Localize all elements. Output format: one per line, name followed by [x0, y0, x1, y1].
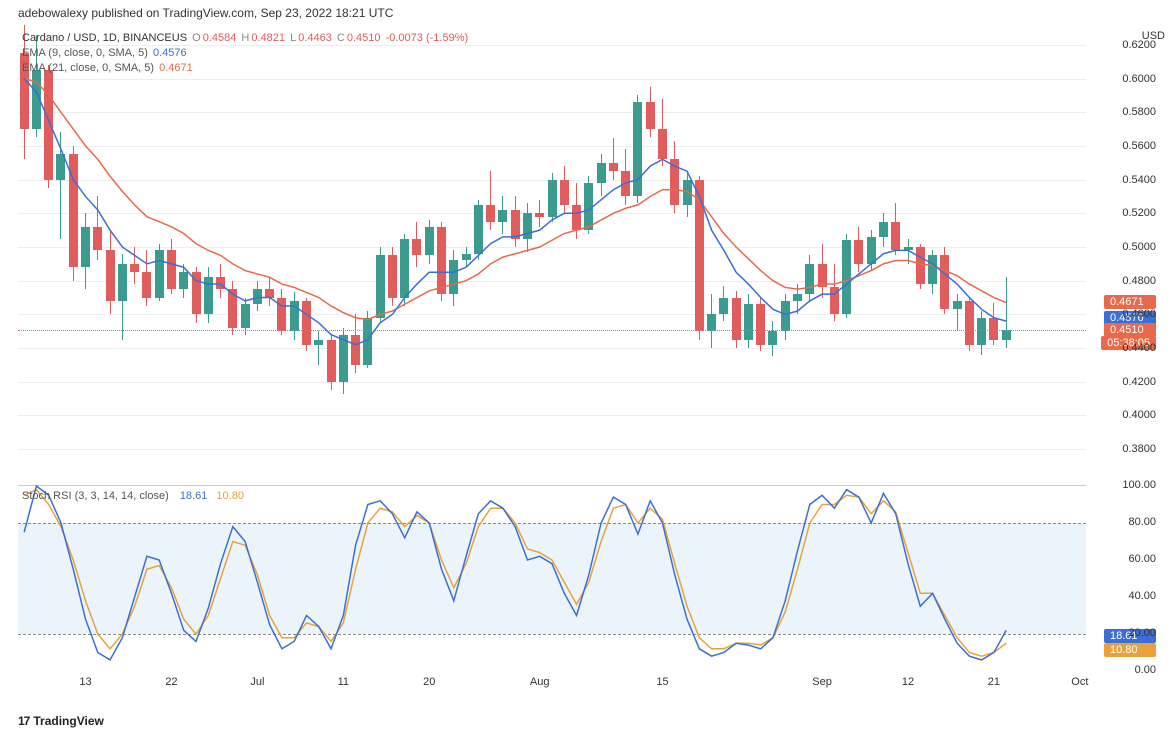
rsi-badge-d: 10.80 — [1104, 643, 1156, 657]
price-axis: 0.4671 0.4576 0.4510 05:38:05 0.62000.60… — [1086, 28, 1156, 466]
ema21-row: EMA (21, close, 0, SMA, 5) 0.4671 — [22, 62, 195, 74]
time-axis: 1322Jul1120Aug15Sep1221Oct — [18, 674, 1086, 694]
tradingview-logo: 17TradingView — [18, 714, 104, 728]
current-price-line — [18, 330, 1086, 331]
badge-price: 0.4510 — [1104, 323, 1156, 337]
rsi-axis: 18.61 10.80 100.0080.0060.0040.0020.000.… — [1086, 485, 1156, 670]
rsi-label-row: Stoch RSI (3, 3, 14, 14, close) 18.61 10… — [22, 490, 246, 502]
symbol-row: Cardano / USD, 1D, BINANCEUS O0.4584 H0.… — [22, 32, 470, 44]
badge-ema21: 0.4671 — [1104, 295, 1156, 309]
ema9-row: EMA (9, close, 0, SMA, 5) 0.4576 — [22, 47, 189, 59]
price-chart[interactable]: Cardano / USD, 1D, BINANCEUS O0.4584 H0.… — [18, 28, 1086, 466]
rsi-lines — [18, 486, 318, 636]
stoch-rsi-panel[interactable]: Stoch RSI (3, 3, 14, 14, close) 18.61 10… — [18, 485, 1086, 670]
publish-header: adebowalexy published on TradingView.com… — [0, 0, 1173, 26]
tv-icon: 17 — [18, 714, 29, 728]
